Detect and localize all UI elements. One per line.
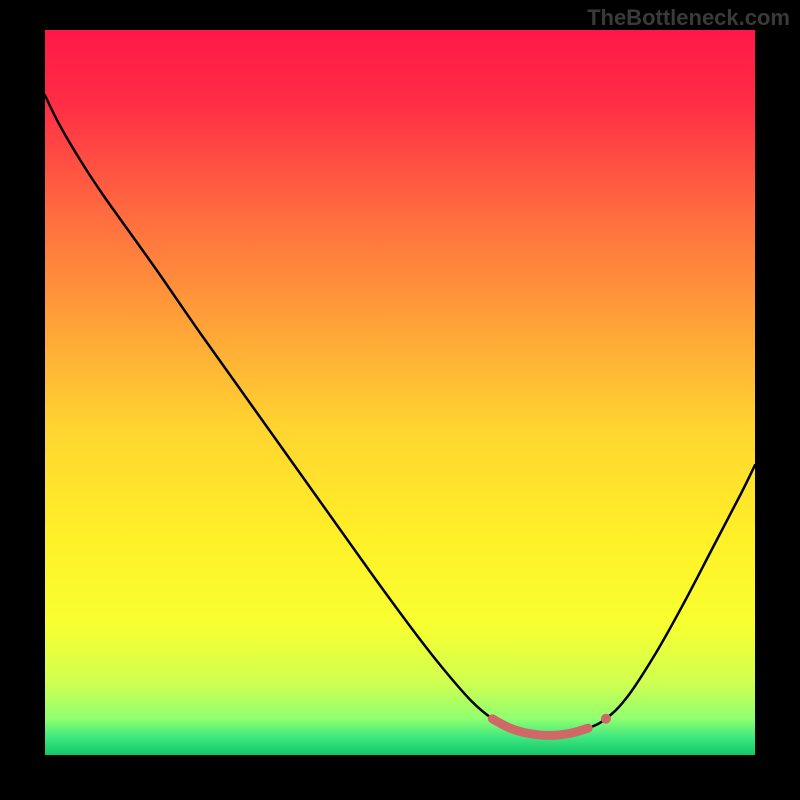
chart-container: TheBottleneck.com — [0, 0, 800, 800]
watermark-text: TheBottleneck.com — [587, 5, 790, 31]
gradient-background — [45, 30, 755, 755]
plot-area — [45, 30, 755, 755]
bottleneck-chart — [45, 30, 755, 755]
highlight-dot — [601, 714, 611, 724]
